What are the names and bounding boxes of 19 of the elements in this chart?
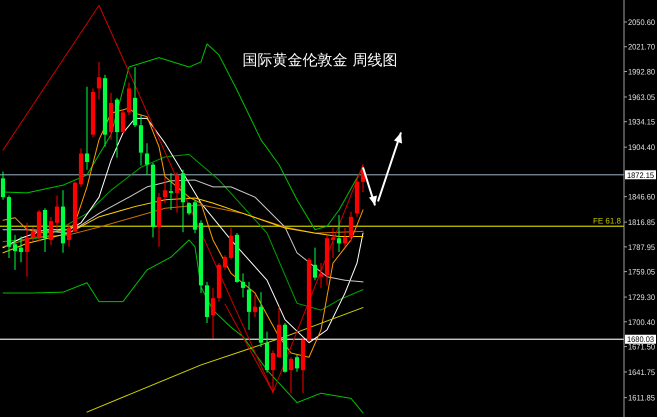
- ref-line-label: 1872.15: [627, 170, 656, 180]
- y-tick-label: 1787.95: [628, 242, 657, 252]
- y-tick-label: 1934.15: [628, 118, 657, 127]
- y-tick-label: 1963.05: [628, 92, 657, 102]
- y-tick-label: 1846.60: [628, 192, 657, 202]
- y-tick-label: 2021.70: [628, 42, 657, 52]
- ref-line-label: FE 61.8: [592, 216, 622, 226]
- y-tick-label: 1700.40: [628, 318, 657, 327]
- y-tick-label: 1729.30: [628, 293, 657, 302]
- y-tick-label: 1641.75: [628, 368, 657, 378]
- y-tick-label: 1759.05: [628, 268, 657, 277]
- y-tick-label: 1611.85: [628, 394, 656, 403]
- y-tick-label: 1992.80: [628, 67, 657, 76]
- y-tick-label: 2050.60: [628, 18, 657, 27]
- y-tick-label: 1904.40: [628, 143, 657, 152]
- y-tick-label: 1671.50: [628, 342, 657, 352]
- y-tick-label: 1816.85: [628, 218, 657, 228]
- ref-line-label: 1680.03: [627, 335, 656, 344]
- text: 国际黄金伦敦金 周线图: [242, 51, 398, 69]
